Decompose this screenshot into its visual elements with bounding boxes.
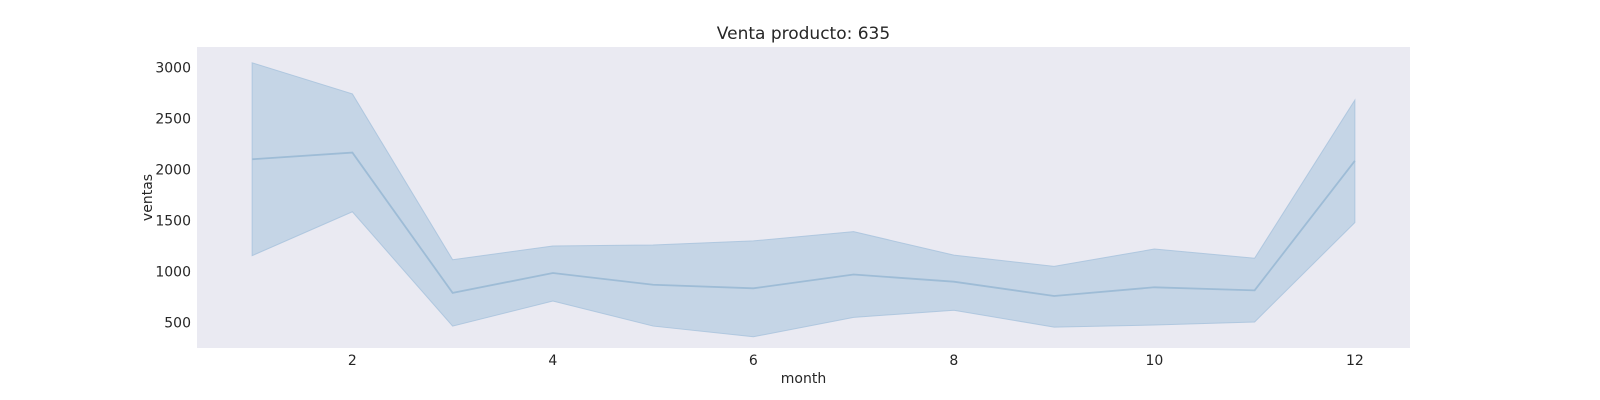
x-tick-label: 12 (1346, 353, 1364, 369)
x-axis-ticks: 2 4 6 8 10 12 (348, 353, 1364, 369)
confidence-band-0 (251, 62, 1356, 338)
y-tick-label: 2000 (155, 162, 191, 178)
series-line-layer (252, 151, 1356, 297)
confidence-band-layer (251, 62, 1356, 338)
chart-title: Venta producto: 635 (717, 24, 890, 44)
y-tick-label: 1000 (155, 264, 191, 280)
y-axis-ticks: 500 1000 1500 2000 2500 3000 (155, 60, 191, 331)
x-tick-label: 10 (1145, 353, 1163, 369)
x-tick-label: 2 (348, 353, 357, 369)
series-line-0 (252, 151, 1356, 297)
y-axis-label: ventas (140, 174, 156, 221)
x-tick-label: 4 (548, 353, 557, 369)
y-tick-label: 2500 (155, 111, 191, 127)
y-tick-label: 3000 (155, 60, 191, 76)
x-axis-label: month (781, 371, 826, 387)
x-tick-label: 8 (949, 353, 958, 369)
y-tick-label: 500 (164, 315, 191, 331)
x-tick-label: 6 (749, 353, 758, 369)
y-tick-label: 1500 (155, 213, 191, 229)
